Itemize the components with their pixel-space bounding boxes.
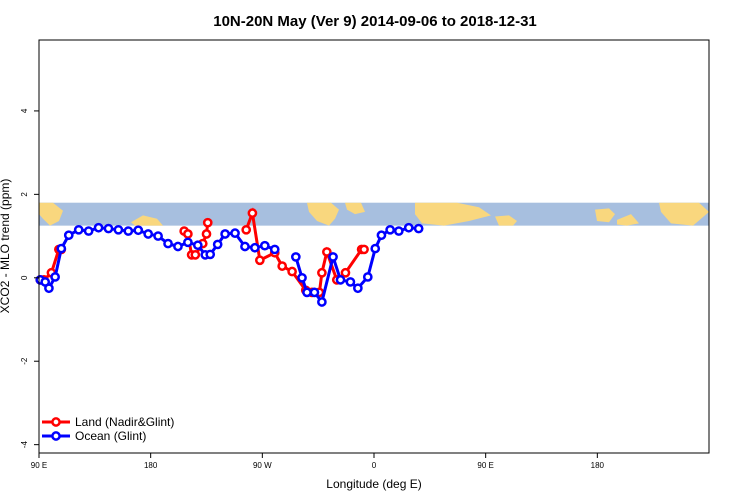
series-1-point-1-2 <box>302 287 312 298</box>
x-tick-label-4: 90 E <box>477 461 493 470</box>
series-1-point-1-7 <box>345 277 356 287</box>
series-0-point-1-3 <box>190 249 201 260</box>
map-land-8 <box>659 202 709 226</box>
legend-label-1: Ocean (Glint) <box>75 429 146 443</box>
series-0-point-2-0 <box>241 224 252 235</box>
series-1-point-1-13 <box>393 226 404 236</box>
y-tick-label-0: -4 <box>20 441 29 449</box>
series-1-point-1-5 <box>328 252 338 262</box>
series-1-point-0-16 <box>173 241 183 252</box>
series-1-point-1-6 <box>335 275 346 285</box>
map-land-0 <box>39 202 63 226</box>
y-tick-label-2: 0 <box>20 275 29 280</box>
series-1-point-0-18 <box>192 240 203 251</box>
series-1 <box>35 222 424 307</box>
legend-label-0: Land (Nadir&Glint) <box>75 415 174 429</box>
series-1-point-1-12 <box>385 224 395 235</box>
map-land-2 <box>307 202 339 226</box>
y-tick-label-1: -2 <box>20 357 29 365</box>
series-0-point-2-14 <box>359 244 369 255</box>
series-0-point-2-1 <box>247 208 258 218</box>
series-1-point-0-23 <box>230 228 240 239</box>
series-1-point-0-9 <box>103 223 114 234</box>
series-1-point-0-12 <box>133 225 144 236</box>
y-axis-label: XCO2 - MLO trend (ppm) <box>0 179 12 314</box>
series-1-point-0-15 <box>163 238 173 249</box>
series-1-point-0-2 <box>44 283 54 294</box>
chart-title: 10N-20N May (Ver 9) 2014-09-06 to 2018-1… <box>213 13 537 30</box>
legend: Land (Nadir&Glint)Ocean (Glint) <box>42 415 174 443</box>
series-1-point-0-3 <box>50 272 60 282</box>
y-tick-label-3: 2 <box>20 192 29 197</box>
series-1-point-1-14 <box>403 222 414 233</box>
series-0-point-2-4 <box>277 261 288 271</box>
series-1-point-1-11 <box>376 230 387 241</box>
series-1-point-1-10 <box>370 243 381 254</box>
series-0-point-1-6 <box>202 217 213 228</box>
x-axis: 90 E 180 90 W 0 90 E 180 <box>31 453 605 470</box>
series-0-point-2-9 <box>317 267 327 278</box>
series-1-point-0-17 <box>183 237 193 248</box>
series-1-point-0-21 <box>212 239 223 250</box>
map-land-1 <box>131 215 163 226</box>
y-axis: -4 -2 0 2 4 <box>20 108 39 448</box>
series-1-point-0-25 <box>250 242 260 253</box>
map-land-4 <box>415 202 491 226</box>
legend-marker-0 <box>51 417 61 427</box>
series-layer <box>35 207 424 307</box>
x-tick-label-1: 180 <box>144 461 158 470</box>
series-1-point-1-9 <box>362 272 373 282</box>
legend-marker-1 <box>51 431 61 441</box>
series-0-point-2-12 <box>340 267 351 278</box>
x-tick-label-2: 90 W <box>253 461 272 470</box>
series-1-point-1-3 <box>309 287 320 298</box>
series-1-point-0-4 <box>56 243 67 254</box>
map-land-5 <box>495 215 517 226</box>
series-1-point-0-14 <box>153 231 163 241</box>
series-1-point-1-4 <box>317 297 327 307</box>
series-0-point-2-5 <box>287 266 297 277</box>
series-1-point-0-27 <box>269 244 280 255</box>
series-1-point-0-24 <box>240 241 250 252</box>
series-1-point-1-15 <box>413 223 424 234</box>
map-land-6 <box>595 208 615 223</box>
series-1-point-1-8 <box>353 283 363 294</box>
series-1-point-0-10 <box>113 224 124 235</box>
series-1-point-1-0 <box>290 252 301 262</box>
series-1-point-1-1 <box>297 272 307 283</box>
y-tick-label-4: 4 <box>20 108 29 113</box>
series-1-point-0-20 <box>205 249 216 260</box>
series-0-point-1-1 <box>183 229 193 239</box>
map-land-3 <box>345 202 365 215</box>
series-0-point-1-5 <box>201 229 212 239</box>
x-tick-label-3: 0 <box>372 461 377 470</box>
series-1-line-0 <box>39 226 276 292</box>
series-1-point-0-13 <box>143 229 154 239</box>
series-1-point-0-26 <box>259 240 270 251</box>
x-tick-label-0: 90 E <box>31 461 47 470</box>
x-axis-label: Longitude (deg E) <box>326 477 421 491</box>
series-1-point-0-6 <box>73 224 84 235</box>
map-land-7 <box>617 214 639 226</box>
series-1-point-0-22 <box>220 229 230 239</box>
series-0-point-2-10 <box>322 247 332 257</box>
series-1-point-0-8 <box>93 222 104 233</box>
series-0-point-2-2 <box>255 255 265 266</box>
series-1-point-0-7 <box>83 226 94 236</box>
series-1-point-0-11 <box>123 226 134 236</box>
world-map-strip <box>39 202 709 226</box>
x-tick-label-5: 180 <box>591 461 605 470</box>
series-1-point-0-5 <box>63 230 74 241</box>
